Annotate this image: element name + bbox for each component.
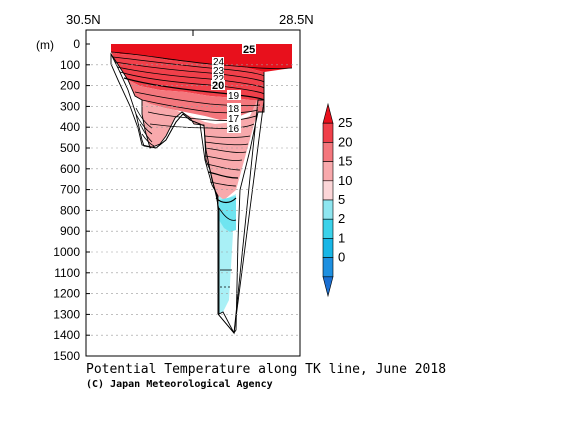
- colorbar-label: 2: [338, 211, 345, 226]
- y-axis: 0 100 200 300 400 500 600 700 800 900 1000 1100 1200…: [53, 37, 90, 363]
- isotherm-23: [114, 61, 265, 83]
- isotherm-12: [204, 155, 243, 161]
- isotherm-25: [110, 51, 293, 69]
- isotherm-4: [218, 207, 237, 221]
- y-tick-label: 100: [60, 58, 80, 72]
- isotherm-19: [134, 91, 261, 107]
- chart-title: Potential Temperature along TK line, Jun…: [86, 362, 446, 377]
- y-tick-label: 1300: [53, 307, 80, 321]
- y-tick-label: 0: [73, 37, 80, 51]
- contour-label-19: 19: [228, 91, 240, 102]
- isotherm-15: [204, 135, 251, 138]
- y-gridlines: [86, 64, 300, 336]
- colorbar-segment: [322, 218, 334, 239]
- y-tick-label: 400: [60, 120, 80, 134]
- contour-labels: 25 24 23 22 21 20 19 18 17 16: [211, 44, 256, 135]
- y-tick-label: 1000: [53, 245, 80, 259]
- colorbar-segment: [322, 161, 334, 182]
- isotherm-18: [141, 99, 259, 114]
- isotherm-16: [149, 123, 255, 129]
- y-tick-label: 200: [60, 79, 80, 93]
- contour-label-18: 18: [228, 104, 240, 115]
- y-tick-label: 500: [60, 141, 80, 155]
- isotherm-13: [204, 147, 247, 153]
- contour-label-25: 25: [243, 44, 255, 56]
- colorbar-segment: [322, 276, 334, 298]
- colorbar-segment: [322, 199, 334, 220]
- isotherm-17: [147, 111, 257, 121]
- colorbar-segment: [322, 122, 334, 143]
- y-tick-label: 600: [60, 162, 80, 176]
- isotherm-21: [119, 71, 265, 95]
- colorbar-label: 5: [338, 192, 345, 207]
- layer-2-5-dark: [219, 196, 236, 232]
- colorbar-segment: [322, 102, 334, 124]
- seafloor-edge-left: [110, 53, 265, 335]
- colorbar-label: 0: [338, 250, 345, 265]
- y-tick-label: 1500: [53, 349, 80, 363]
- colorbar-segment: [322, 180, 334, 201]
- y-tick-label: 900: [60, 224, 80, 238]
- y-tick-label: 800: [60, 203, 80, 217]
- isotherm-14: [204, 141, 249, 146]
- y-axis-unit-label: (m): [36, 38, 54, 52]
- colorbar-label: 1: [338, 230, 345, 245]
- contour-label-24: 24: [213, 57, 225, 68]
- y-tick-label: 700: [60, 183, 80, 197]
- contour-label-22: 22: [213, 74, 225, 85]
- isotherm-20: [123, 77, 265, 101]
- y-tick-label: 1100: [54, 266, 80, 280]
- contour-label-23: 23: [213, 66, 225, 77]
- colorbar-segment: [322, 257, 334, 278]
- bathymetry-outline: [110, 52, 265, 335]
- contour-label-17: 17: [228, 114, 240, 125]
- colorbar-label: 15: [338, 154, 352, 169]
- layer-15-20: [111, 52, 264, 100]
- contour-label-20: 20: [212, 80, 224, 92]
- y-tick-label: 1400: [53, 328, 80, 342]
- x-axis-left-label: 30.5N: [66, 12, 101, 27]
- isotherm-22: [116, 66, 265, 89]
- y-tick-label: 1200: [53, 287, 80, 301]
- chart-credit: (C) Japan Meteorological Agency: [86, 378, 273, 390]
- y-tick-label: 300: [60, 99, 80, 113]
- isotherm-west-2: [135, 113, 153, 135]
- isotherm-24: [112, 56, 265, 77]
- colorbar-segment: [322, 238, 334, 258]
- plot-area: 25 24 23 22 21 20 19 18 17 16: [85, 29, 301, 357]
- colorbar-label: 10: [338, 173, 352, 188]
- colorbar-segment: [322, 142, 334, 162]
- x-axis-right-label: 28.5N: [279, 12, 314, 27]
- colorbar-label: 25: [338, 115, 352, 130]
- colorbar-label: 20: [338, 134, 352, 149]
- contour-label-16: 16: [228, 124, 240, 135]
